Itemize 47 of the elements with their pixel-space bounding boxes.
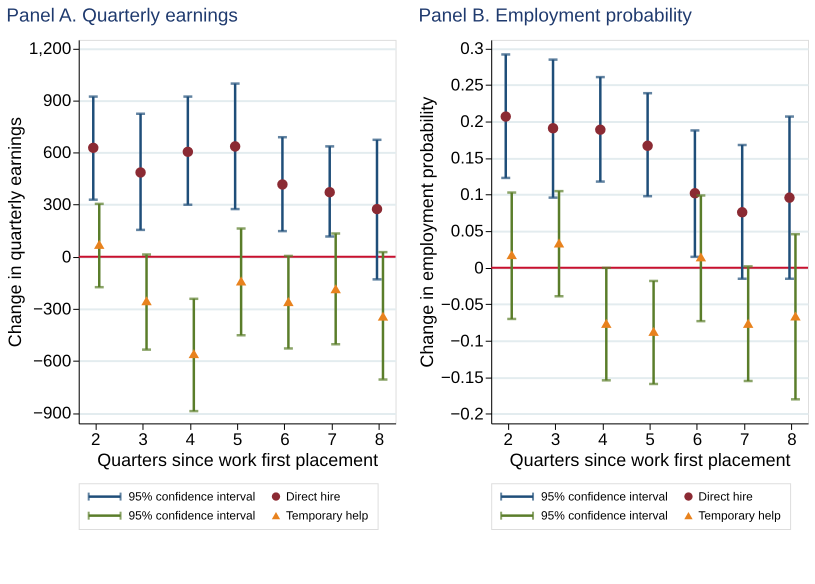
legend-label: Direct hire	[698, 490, 754, 504]
y-tick-label: 0.3	[460, 39, 484, 58]
x-tick-label: 5	[645, 430, 655, 449]
x-tick-label: 4	[598, 430, 608, 449]
y-tick-label: −0.15	[440, 368, 484, 387]
y-tick-label: −0.1	[450, 331, 484, 350]
x-tick-label: 3	[138, 430, 148, 449]
y-tick-label: −900	[33, 403, 72, 422]
text: 95% confidence interval	[128, 508, 256, 523]
y-tick-label: 300	[43, 195, 72, 214]
x-tick-label: 3	[550, 430, 560, 449]
chart-title: Panel A. Quarterly earnings	[6, 6, 238, 27]
x-tick-label: 4	[186, 430, 196, 449]
x-tick-label: 2	[504, 430, 513, 449]
y-tick-label: 0	[474, 258, 484, 278]
y-tick-label: 600	[43, 143, 72, 162]
x-tick-label: 8	[374, 430, 384, 449]
y-tick-label: 1,200	[28, 39, 72, 58]
text: 95% confidence interval	[541, 508, 668, 523]
y-axis-title: Change in quarterly earnings	[4, 117, 25, 348]
x-axis-title: Quarters since work first placement	[510, 450, 791, 470]
x-tick-label: 5	[232, 430, 242, 449]
y-tick-label: 0	[62, 247, 72, 266]
x-tick-label: 2	[91, 430, 100, 449]
chart-title: Panel B. Employment probability	[418, 6, 692, 27]
text: 95% confidence interval	[541, 490, 668, 504]
y-tick-label: 0.2	[460, 112, 484, 132]
x-tick-label: 6	[280, 430, 290, 449]
y-tick-label: 900	[43, 91, 72, 110]
y-tick-label: −0.05	[440, 294, 484, 314]
x-axis-title: Quarters since work first placement	[97, 450, 378, 470]
x-tick-label: 7	[740, 430, 750, 449]
y-tick-label: 0.25	[450, 76, 484, 95]
y-axis-title: Change in employment probability	[416, 96, 437, 368]
y-tick-label: −600	[33, 351, 72, 370]
y-tick-label: −0.2	[450, 404, 484, 424]
text: 95% confidence interval	[128, 490, 256, 504]
x-tick-label: 6	[692, 430, 702, 449]
x-tick-label: 8	[787, 430, 797, 449]
y-tick-label: 0.05	[450, 222, 484, 241]
legend-label: Direct hire	[286, 490, 341, 504]
x-tick-label: 7	[327, 430, 337, 449]
y-tick-label: −300	[33, 299, 72, 318]
y-tick-label: 0.15	[450, 148, 484, 168]
legend-label: Temporary help	[698, 508, 782, 523]
y-tick-label: 0.1	[460, 185, 484, 204]
legend-label: Temporary help	[286, 508, 369, 523]
